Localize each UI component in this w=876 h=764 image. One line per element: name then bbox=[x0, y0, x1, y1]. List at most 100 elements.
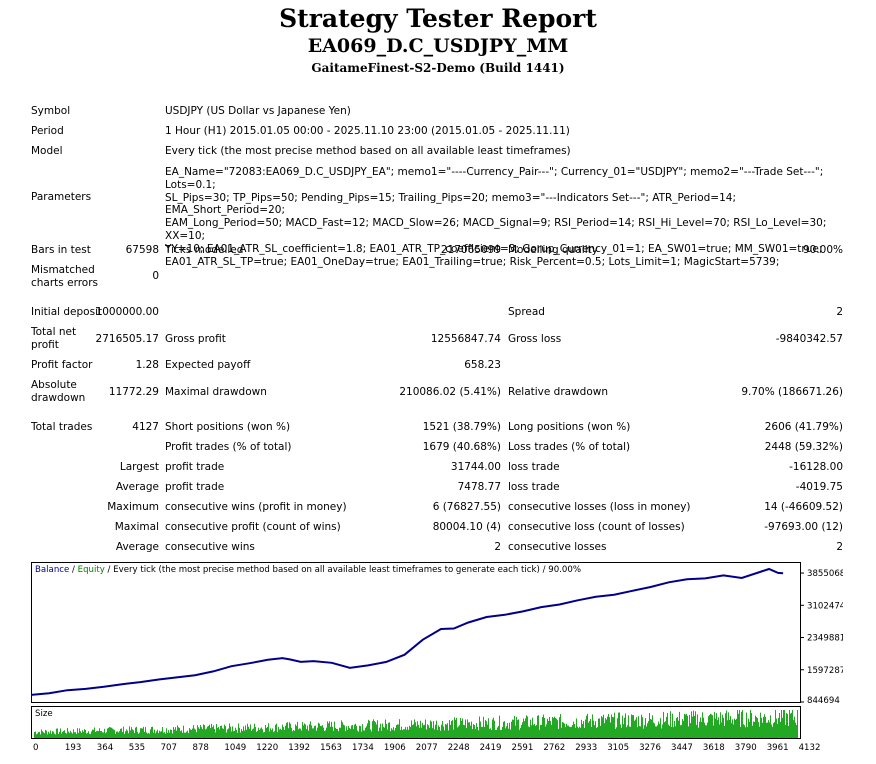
size-bar bbox=[325, 730, 326, 738]
size-bar bbox=[184, 732, 185, 738]
bars-label: Bars in test bbox=[31, 244, 91, 256]
size-bar bbox=[622, 715, 623, 738]
size-bar bbox=[375, 722, 376, 738]
size-bar bbox=[542, 717, 543, 738]
y-tick-label: 3102474 bbox=[807, 601, 843, 611]
size-bar bbox=[296, 725, 297, 738]
size-bar bbox=[733, 724, 734, 738]
size-bar bbox=[305, 724, 306, 738]
avg-consecutive-losses-value: 2 bbox=[836, 541, 843, 553]
gross-profit-value: 12556847.74 bbox=[430, 333, 501, 345]
size-bar bbox=[742, 710, 743, 738]
size-bar bbox=[586, 715, 587, 738]
size-bar bbox=[684, 713, 685, 738]
size-bar bbox=[688, 726, 689, 738]
size-bar bbox=[140, 728, 141, 738]
x-tick-label: 3105 bbox=[607, 743, 629, 753]
gross-loss-value: -9840342.57 bbox=[775, 333, 843, 345]
size-bar bbox=[502, 726, 503, 738]
size-bar bbox=[671, 726, 672, 738]
x-tick-label: 1220 bbox=[256, 743, 278, 753]
size-bar bbox=[93, 729, 94, 738]
size-bar bbox=[341, 720, 342, 738]
total-net-label-1: Total net bbox=[31, 326, 77, 338]
size-bar bbox=[353, 729, 354, 738]
size-bar bbox=[791, 712, 792, 738]
size-bar bbox=[182, 732, 183, 738]
size-bar bbox=[234, 730, 235, 738]
size-bar bbox=[405, 726, 406, 738]
size-bar bbox=[58, 733, 59, 738]
size-bar bbox=[508, 728, 509, 738]
size-bar bbox=[99, 728, 100, 738]
size-bar bbox=[415, 722, 416, 738]
size-bar bbox=[226, 732, 227, 738]
size-bar bbox=[303, 725, 304, 738]
size-bar bbox=[74, 732, 75, 738]
size-bar bbox=[222, 728, 223, 738]
size-bar bbox=[436, 720, 437, 738]
size-bar bbox=[174, 729, 175, 738]
size-bar bbox=[595, 721, 596, 738]
balance-chart: Balance / Equity / Every tick (the most … bbox=[31, 562, 843, 704]
x-tick-label: 4132 bbox=[799, 743, 821, 753]
size-bar bbox=[401, 726, 402, 738]
size-bar bbox=[204, 725, 205, 738]
size-bar bbox=[624, 717, 625, 738]
x-tick-label: 0 bbox=[33, 743, 38, 753]
size-bar bbox=[320, 726, 321, 738]
size-bar bbox=[147, 733, 148, 738]
size-bar bbox=[43, 732, 44, 738]
size-bar bbox=[771, 724, 772, 738]
long-positions-value: 2606 (41.79%) bbox=[764, 421, 843, 433]
x-tick-label: 878 bbox=[193, 743, 209, 753]
size-bar bbox=[549, 717, 550, 738]
size-bar bbox=[248, 726, 249, 738]
size-bar bbox=[651, 719, 652, 738]
x-tick-label: 707 bbox=[161, 743, 177, 753]
size-bar bbox=[173, 727, 174, 738]
size-bar bbox=[584, 727, 585, 738]
size-bar bbox=[128, 733, 129, 738]
size-bar bbox=[757, 718, 758, 738]
size-bar bbox=[427, 724, 428, 738]
size-bar bbox=[610, 722, 611, 738]
size-bar bbox=[500, 729, 501, 738]
size-bar bbox=[73, 729, 74, 738]
size-bar bbox=[360, 726, 361, 738]
size-bar bbox=[71, 732, 72, 738]
size-bar bbox=[281, 729, 282, 738]
size-bar bbox=[188, 733, 189, 738]
profit-factor-label: Profit factor bbox=[31, 359, 93, 371]
size-bar bbox=[597, 727, 598, 738]
size-bar bbox=[736, 718, 737, 738]
size-bar bbox=[796, 725, 797, 738]
size-bar bbox=[347, 729, 348, 738]
size-bar bbox=[119, 731, 120, 738]
size-bar bbox=[370, 729, 371, 738]
size-bar bbox=[695, 711, 696, 738]
size-bar bbox=[482, 726, 483, 738]
size-bar bbox=[82, 730, 83, 738]
size-bar bbox=[298, 729, 299, 738]
size-bar bbox=[75, 732, 76, 738]
size-bar bbox=[409, 725, 410, 738]
size-bar bbox=[477, 726, 478, 738]
size-bar bbox=[51, 733, 52, 738]
size-bar bbox=[725, 713, 726, 738]
size-bar bbox=[658, 721, 659, 738]
size-bar bbox=[636, 717, 637, 738]
size-bar bbox=[129, 726, 130, 738]
max-consecutive-losses-label: consecutive losses (loss in money) bbox=[508, 501, 691, 513]
size-bar bbox=[148, 733, 149, 738]
size-bar bbox=[238, 723, 239, 738]
size-bar bbox=[707, 722, 708, 738]
size-bar bbox=[266, 727, 267, 738]
size-bar bbox=[472, 729, 473, 738]
size-bar bbox=[259, 730, 260, 738]
x-tick-label: 2248 bbox=[448, 743, 470, 753]
size-bar bbox=[302, 722, 303, 738]
size-bar bbox=[107, 728, 108, 738]
size-bar bbox=[343, 724, 344, 738]
size-bar bbox=[321, 726, 322, 738]
